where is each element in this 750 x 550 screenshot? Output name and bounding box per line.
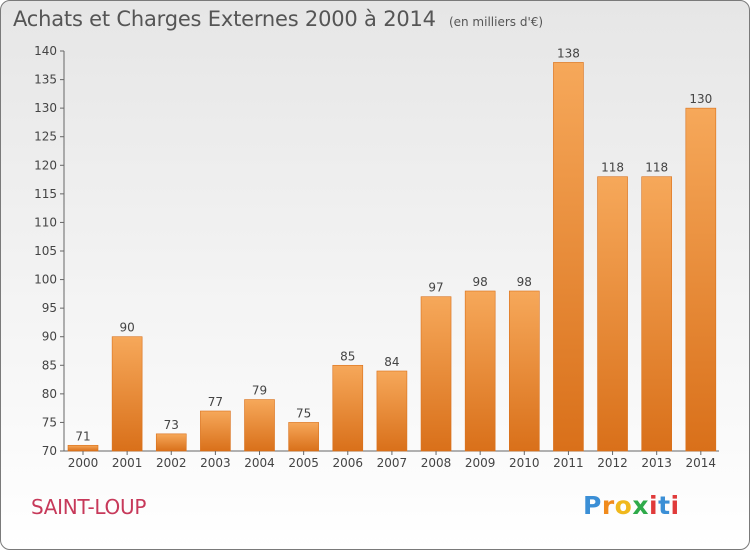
data-label-2014: 130	[689, 92, 712, 106]
bar-2007	[376, 370, 408, 452]
y-tick-label: 75	[42, 415, 57, 429]
x-tick-label-2008: 2008	[421, 456, 452, 470]
bar-2002	[155, 433, 187, 452]
y-tick-label: 130	[34, 101, 57, 115]
data-label-2013: 118	[645, 161, 668, 175]
y-tick-label: 95	[42, 301, 57, 315]
data-label-2005: 75	[296, 406, 311, 420]
data-label-2006: 85	[340, 349, 355, 363]
title-row: Achats et Charges Externes 2000 à 2014 (…	[13, 7, 543, 31]
logo-letter: o	[614, 491, 633, 520]
y-tick-label: 135	[34, 73, 57, 87]
x-tick-label-2004: 2004	[244, 456, 275, 470]
bar-2003	[200, 410, 231, 452]
data-label-2004: 79	[252, 384, 267, 398]
bar-2012	[597, 176, 628, 452]
y-tick-label: 85	[42, 358, 57, 372]
x-tick-label-2013: 2013	[641, 456, 672, 470]
x-tick-label-2005: 2005	[288, 456, 319, 470]
chart-title: Achats et Charges Externes 2000 à 2014	[13, 7, 436, 31]
bar-2000	[67, 444, 99, 452]
logo-letter: r	[601, 491, 615, 520]
y-tick-label: 110	[34, 215, 57, 229]
x-tick-label-2002: 2002	[156, 456, 187, 470]
x-tick-label-2009: 2009	[465, 456, 496, 470]
y-tick-label: 100	[34, 273, 57, 287]
data-label-2000: 71	[75, 429, 90, 443]
logo-letter: i	[649, 491, 659, 520]
logo-letter: x	[632, 491, 649, 520]
data-label-2011: 138	[557, 46, 580, 60]
data-label-2009: 98	[473, 275, 488, 289]
data-label-2001: 90	[119, 321, 134, 335]
bar-2011	[553, 62, 584, 452]
bar-2001	[111, 336, 143, 452]
x-tick-label-2010: 2010	[509, 456, 540, 470]
y-tick-label: 70	[42, 444, 57, 458]
x-tick-label-2006: 2006	[333, 456, 364, 470]
y-tick-label: 140	[34, 44, 57, 58]
bar-2008	[420, 296, 452, 452]
logo-letter: P	[583, 491, 602, 520]
data-label-2007: 84	[384, 355, 399, 369]
bar-2013	[641, 176, 672, 452]
data-label-2012: 118	[601, 161, 624, 175]
proxiti-logo: Proxiti	[583, 491, 680, 520]
logo-letter: i	[670, 491, 680, 520]
bar-2014	[685, 107, 717, 452]
bar-2006	[332, 364, 364, 452]
data-label-2010: 98	[517, 275, 532, 289]
logo-letter: t	[658, 491, 671, 520]
data-label-2002: 73	[164, 418, 179, 432]
chart-unit-note: (en milliers d'€)	[448, 15, 544, 29]
data-label-2003: 77	[208, 395, 223, 409]
x-tick-label-2001: 2001	[112, 456, 143, 470]
bar-2004	[244, 399, 275, 452]
commune-name: SAINT-LOUP	[31, 495, 147, 519]
data-label-2008: 97	[428, 281, 443, 295]
x-tick-label-2011: 2011	[553, 456, 584, 470]
x-tick-label-2000: 2000	[68, 456, 99, 470]
y-tick-label: 80	[42, 387, 57, 401]
y-tick-label: 115	[34, 187, 57, 201]
y-tick-label: 105	[34, 244, 57, 258]
y-tick-label: 120	[34, 158, 57, 172]
x-tick-label-2014: 2014	[686, 456, 717, 470]
bar-2010	[508, 290, 540, 452]
x-tick-label-2012: 2012	[597, 456, 628, 470]
x-tick-label-2003: 2003	[200, 456, 231, 470]
y-tick-label: 125	[34, 130, 57, 144]
bar-2009	[464, 290, 496, 452]
bar-2005	[288, 422, 319, 452]
y-tick-label: 90	[42, 330, 57, 344]
x-tick-label-2007: 2007	[377, 456, 408, 470]
